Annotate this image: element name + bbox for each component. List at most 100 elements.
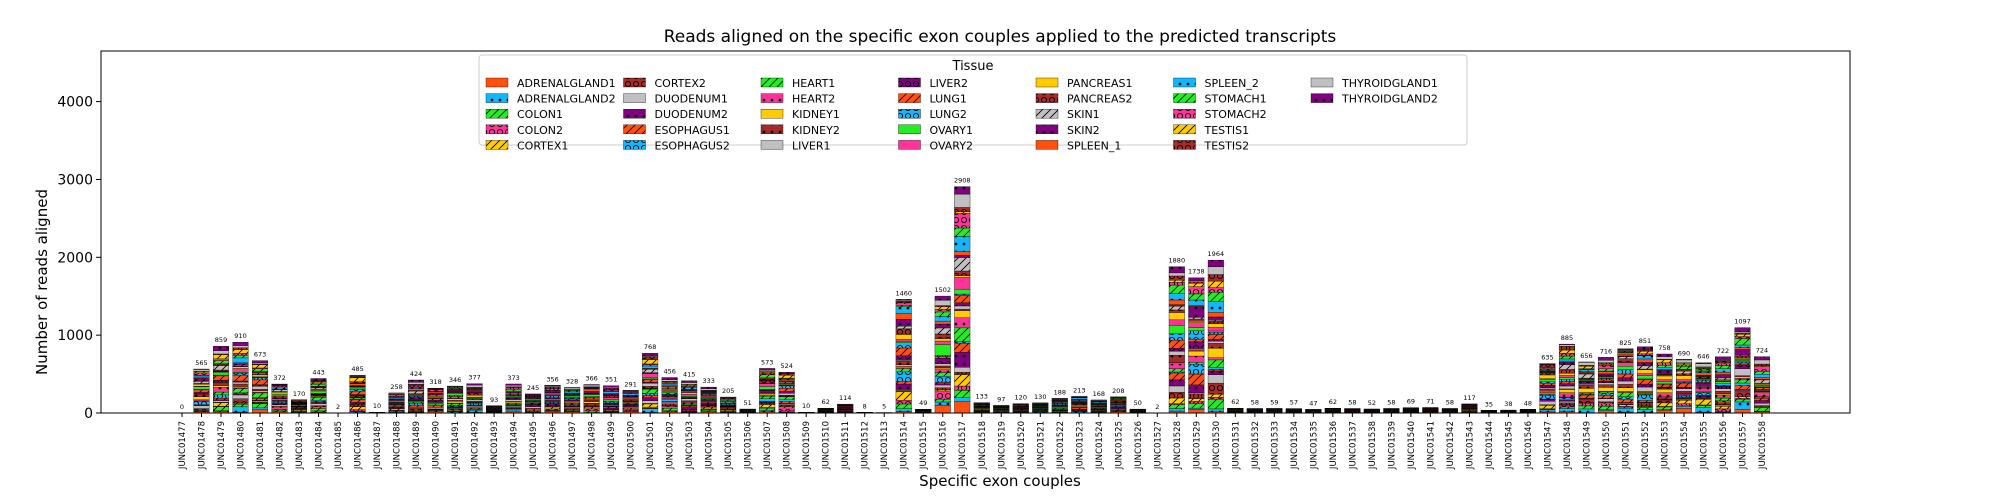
- bar-segment: [1168, 372, 1185, 380]
- bar-segment: [583, 397, 600, 400]
- bar-total-label: 168: [1093, 390, 1105, 398]
- legend-swatch: [1173, 77, 1196, 88]
- x-tick-label: JUNC01492: [471, 421, 481, 470]
- bar-segment: [505, 409, 522, 412]
- bar-stack: [271, 383, 288, 414]
- bar-segment: [759, 383, 776, 387]
- bar-stack: [778, 372, 795, 414]
- bar-segment: [193, 369, 210, 372]
- bar-segment: [954, 341, 971, 344]
- bar-total-label: 351: [605, 376, 617, 384]
- bar-segment: [1617, 407, 1634, 413]
- bars-layer: [193, 186, 1770, 414]
- bar-segment: [1207, 321, 1224, 324]
- bar-segment: [1558, 377, 1575, 380]
- bar-total-label: 48: [1524, 399, 1532, 407]
- bar-segment: [252, 360, 269, 364]
- bar-segment: [1656, 379, 1673, 382]
- bar-segment: [505, 387, 522, 390]
- bar-segment: [1578, 373, 1595, 379]
- bar-segment: [642, 379, 659, 383]
- bar-segment: [1715, 408, 1731, 412]
- bar-segment: [505, 396, 522, 398]
- bar-segment: [1695, 399, 1712, 406]
- bar-segment: [603, 395, 620, 398]
- bar-segment: [408, 403, 425, 406]
- bar-stack: [759, 368, 776, 414]
- bar-stack: [1656, 353, 1673, 414]
- legend-label: PANCREAS1: [1067, 77, 1132, 90]
- legend-entry: DUODENUM1: [623, 93, 728, 106]
- bar-stack: [1168, 266, 1185, 414]
- bar-segment: [1734, 327, 1751, 333]
- bar-total-label: 373: [507, 374, 519, 382]
- x-tick-label: JUNC01499: [607, 421, 617, 470]
- legend-swatch: [760, 77, 784, 88]
- bar-segment: [1558, 349, 1575, 354]
- bar-segment: [1188, 338, 1205, 342]
- bar-segment: [1558, 392, 1575, 398]
- bar-segment: [1617, 369, 1634, 375]
- bar-segment: [1695, 368, 1712, 371]
- bar-segment: [603, 399, 620, 402]
- bar-segment: [895, 403, 912, 409]
- bar-segment: [505, 394, 522, 396]
- bar-segment: [564, 387, 581, 390]
- bar-segment: [1110, 400, 1127, 403]
- bar-segment: [1461, 403, 1478, 405]
- bar-segment: [954, 397, 971, 402]
- bar-stack: [1305, 409, 1322, 414]
- bar-segment: [447, 403, 464, 406]
- x-tick-label: JUNC01494: [510, 421, 520, 470]
- bar-segment: [1207, 382, 1224, 395]
- bar-segment: [954, 302, 971, 307]
- bar-segment: [213, 398, 229, 401]
- legend-swatch: [898, 124, 921, 134]
- bar-segment: [232, 349, 249, 354]
- bar-segment: [1675, 400, 1692, 404]
- bar-segment: [934, 367, 951, 370]
- bar-total-label: 114: [839, 394, 851, 402]
- bar-stack: [1207, 259, 1224, 414]
- bar-segment: [1539, 395, 1556, 400]
- bar-segment: [895, 347, 912, 356]
- bar-segment: [1539, 368, 1556, 370]
- x-tick-label: JUNC01515: [919, 421, 929, 470]
- bar-segment: [1617, 384, 1634, 388]
- bar-segment: [1188, 349, 1205, 352]
- x-tick-label: JUNC01521: [1036, 421, 1046, 470]
- bar-segment: [544, 406, 561, 410]
- bar-segment: [1734, 396, 1751, 399]
- bar-segment: [1754, 366, 1770, 372]
- bar-segment: [1617, 380, 1634, 385]
- bar-segment: [1207, 312, 1224, 318]
- bar-segment: [1754, 374, 1770, 378]
- legend-label: SKIN2: [1067, 124, 1100, 137]
- legend-box: [478, 54, 1468, 146]
- bar-segment: [954, 295, 971, 303]
- bar-segment: [388, 397, 405, 400]
- bar-segment: [1539, 385, 1556, 388]
- bar-total-label: 62: [1231, 398, 1239, 406]
- bar-segment: [447, 398, 464, 401]
- bar-segment: [1558, 404, 1575, 408]
- bar-segment: [1675, 382, 1692, 388]
- bar-total-label: 205: [722, 387, 734, 395]
- bar-stack: [1754, 356, 1770, 414]
- x-tick-label: JUNC01500: [627, 421, 637, 470]
- bar-total-label: 443: [312, 369, 324, 377]
- bar-segment: [1675, 373, 1692, 376]
- bar-stack: [583, 384, 600, 414]
- bar-segment: [1636, 407, 1653, 410]
- bar-total-label: 170: [293, 390, 305, 398]
- bar-segment: [252, 364, 269, 369]
- bar-total-label: 722: [1717, 347, 1729, 355]
- bar-segment: [661, 379, 678, 382]
- legend-label: STOMACH1: [1205, 93, 1267, 106]
- bar-segment: [193, 396, 210, 400]
- bar-segment: [895, 341, 912, 343]
- legend-swatch: [898, 93, 921, 103]
- bar-segment: [642, 406, 659, 409]
- bar-segment: [954, 385, 971, 391]
